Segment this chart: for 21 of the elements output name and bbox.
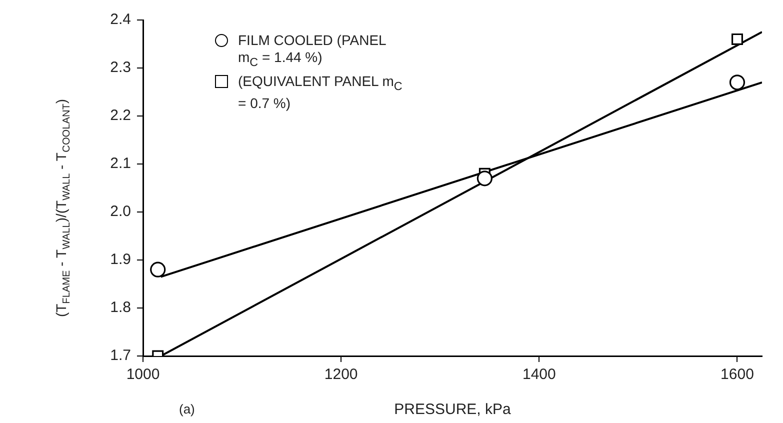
y-tick-label: 1.8 — [110, 299, 131, 316]
y-tick-label: 2.3 — [110, 59, 131, 76]
y-tick-label: 2.4 — [110, 11, 131, 28]
x-tick-label: 1400 — [522, 366, 556, 384]
point — [731, 33, 743, 45]
x-tick-label: 1000 — [126, 366, 160, 384]
x-tick-label: 1600 — [720, 366, 754, 384]
x-tick-label: 1200 — [324, 366, 358, 384]
y-tick-label: 2.2 — [110, 107, 131, 124]
text: (EQUIVALENT PANEL m$_{C}$ = 0.7 %) — [238, 72, 402, 111]
y-tick-label: 1.9 — [110, 251, 131, 268]
y-tick-label: 2.0 — [110, 203, 131, 220]
y-tick-label: 2.1 — [110, 155, 131, 172]
point — [150, 262, 166, 278]
text: (TFLAME - TWALL)/(TWALL - TCOOLANT) — [52, 98, 73, 318]
point — [729, 74, 746, 90]
point — [476, 170, 492, 186]
x-axis-title: PRESSURE, kPa — [394, 401, 512, 418]
text: (a) — [179, 402, 195, 417]
y-tick-label: 1.7 — [110, 347, 131, 364]
legend-label: FILM COOLED (PANEL m$_{C}$ = 1.44 %) — [238, 32, 387, 71]
